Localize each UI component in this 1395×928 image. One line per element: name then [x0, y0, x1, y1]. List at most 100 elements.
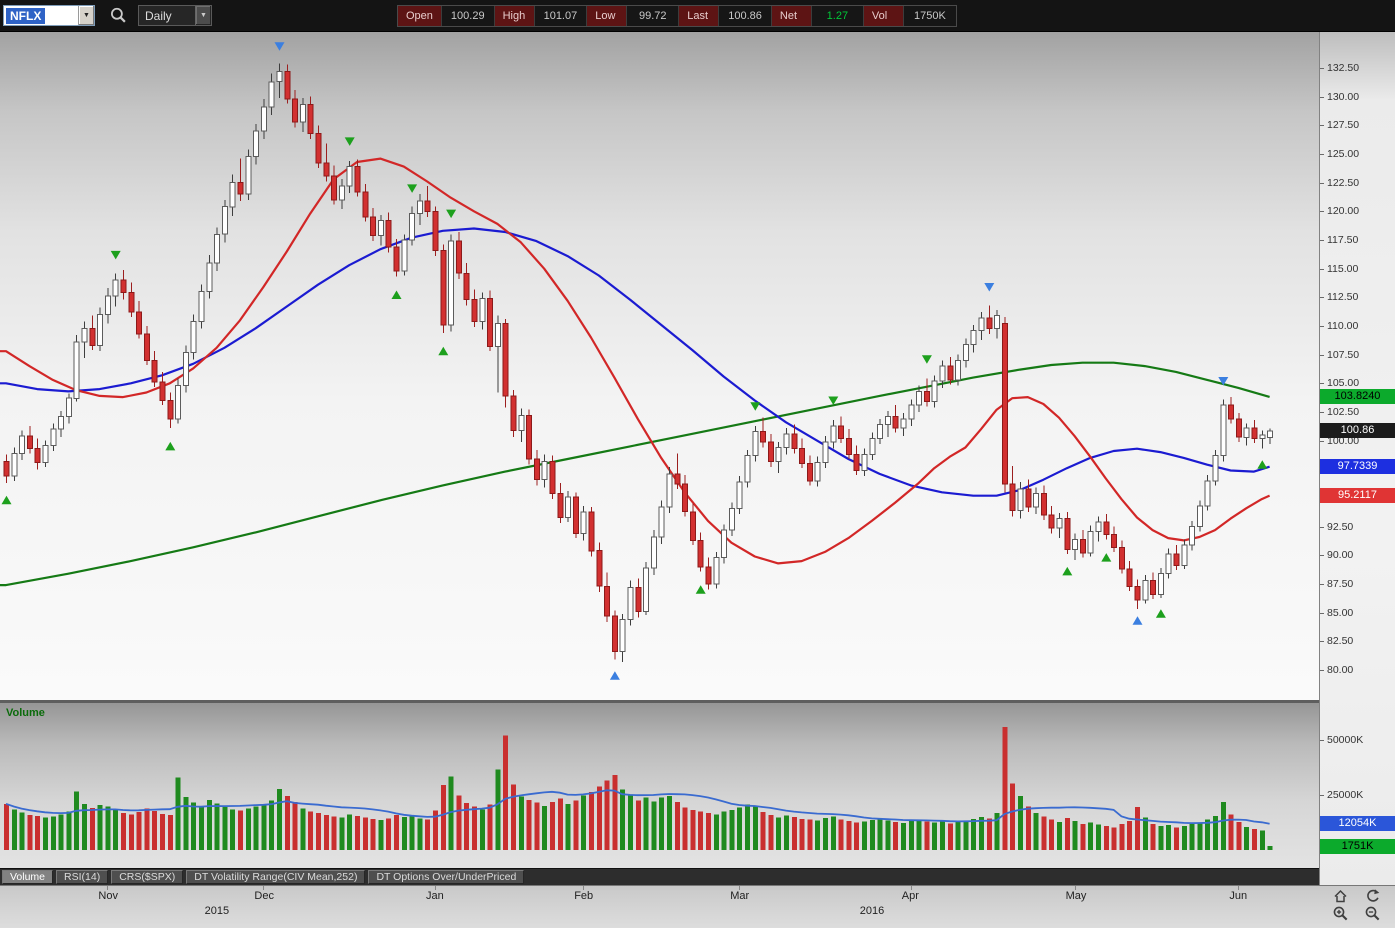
- candle-up: [744, 455, 751, 483]
- volume-bar: [947, 823, 953, 850]
- tab-dt-options-over-underpriced[interactable]: DT Options Over/UnderPriced: [368, 870, 525, 884]
- period-select[interactable]: Daily ▼: [138, 5, 212, 26]
- time-axis-month-label: Jan: [426, 890, 444, 902]
- tab-volume[interactable]: Volume: [2, 870, 54, 884]
- candle-up: [1189, 526, 1196, 546]
- volume-bar: [596, 786, 602, 850]
- volume-bar: [183, 797, 189, 850]
- volume-panel[interactable]: Volume: [0, 703, 1319, 868]
- price-tick: [1320, 354, 1324, 356]
- volume-bar: [721, 811, 727, 850]
- volume-bar: [1181, 826, 1187, 850]
- candle-down: [596, 550, 603, 587]
- candle-up: [713, 557, 720, 585]
- tab-rsi-14[interactable]: RSI(14): [56, 870, 109, 884]
- price-axis-label: 130.00: [1327, 90, 1360, 103]
- volume-bar: [971, 818, 977, 850]
- candle-down: [1118, 546, 1125, 570]
- quote-value-vol: 1750K: [903, 6, 956, 26]
- candle-down: [167, 400, 174, 420]
- candle-down: [1134, 585, 1141, 601]
- candle-down: [838, 425, 845, 439]
- signal-green-down-icon: [446, 209, 457, 219]
- volume-bar: [1057, 821, 1062, 850]
- volume-bar: [1119, 824, 1125, 850]
- candle-down: [1025, 488, 1032, 508]
- volume-bar: [1096, 824, 1101, 850]
- price-axis-label: 110.00: [1327, 320, 1359, 332]
- price-axis: 132.50 130.00 127.50 125.00 122.50 120.00 117.…: [1319, 32, 1395, 885]
- volume-bar: [908, 821, 914, 850]
- volume-bar: [277, 788, 282, 850]
- quote-strip: Open 100.29 High 101.07 Low 99.72 Last 100.86 Ne…: [397, 5, 957, 27]
- candle-up: [877, 424, 884, 439]
- home-button[interactable]: [1330, 888, 1350, 905]
- candle-up: [401, 239, 408, 272]
- candle-up: [253, 130, 260, 157]
- candle-down: [1228, 404, 1235, 420]
- volume-bar: [869, 820, 875, 850]
- candle-down: [284, 70, 291, 100]
- candle-up: [73, 341, 80, 399]
- candle-down: [674, 473, 681, 485]
- zoom-out-button[interactable]: [1362, 905, 1382, 922]
- search-button[interactable]: [106, 5, 130, 27]
- volume-panel-label: Volume: [6, 707, 45, 719]
- candle-down: [611, 615, 618, 653]
- month-tick: [1074, 886, 1076, 890]
- main-chart-panel[interactable]: [0, 32, 1319, 700]
- volume-bar: [1064, 817, 1070, 850]
- volume-bar: [355, 816, 360, 850]
- candle-up: [190, 320, 197, 353]
- candle-down: [533, 458, 540, 481]
- volume-bar: [206, 799, 212, 850]
- time-axis-month-label: Apr: [901, 890, 919, 902]
- candle-down: [1009, 483, 1016, 512]
- time-axis-month-label: Feb: [574, 890, 594, 902]
- volume-bar: [316, 813, 321, 850]
- candle-up: [1157, 573, 1164, 595]
- candle-up: [736, 481, 743, 509]
- candle-up: [822, 441, 829, 463]
- last-price-badge: 100.86: [1320, 423, 1395, 439]
- candle-up: [643, 567, 650, 613]
- candle-up: [1259, 434, 1266, 439]
- price-tick: [1320, 383, 1324, 385]
- price-axis-label: 122.50: [1327, 176, 1360, 189]
- candle-down: [89, 327, 96, 346]
- candle-down: [923, 390, 930, 403]
- candlestick-chart: [0, 42, 1274, 680]
- quote-value-net: 1.27: [811, 6, 864, 26]
- volume-bar: [854, 822, 860, 850]
- symbol-input[interactable]: NFLX ▼: [3, 5, 95, 26]
- period-dropdown-button[interactable]: ▼: [195, 6, 211, 25]
- zoom-in-button[interactable]: [1330, 905, 1350, 922]
- candle-down: [635, 586, 642, 613]
- volume-bar: [565, 804, 571, 850]
- tab-crs-spx[interactable]: CRS($SPX): [111, 870, 184, 884]
- candle-down: [689, 511, 696, 541]
- signal-green-up-icon: [1062, 566, 1073, 576]
- volume-bar: [628, 795, 633, 850]
- candle-up: [666, 473, 673, 508]
- reset-view-button[interactable]: [1362, 888, 1382, 905]
- volume-bar: [877, 819, 883, 850]
- volume-bar: [495, 769, 501, 850]
- price-axis-label: 132.50: [1327, 62, 1360, 74]
- symbol-dropdown-button[interactable]: ▼: [78, 6, 94, 25]
- candle-up: [206, 262, 213, 293]
- price-tick: [1320, 641, 1324, 643]
- toolbar: NFLX ▼ Daily ▼ Open 100.29 High 101.07 Low 99…: [0, 0, 1395, 32]
- candle-up: [830, 425, 837, 443]
- signal-green-down-icon: [750, 402, 761, 411]
- ma-slow-line: [0, 361, 1270, 587]
- panel-divider[interactable]: [0, 700, 1319, 703]
- volume-bar: [409, 815, 415, 850]
- volume-bar: [128, 814, 134, 850]
- volume-bar: [401, 817, 407, 850]
- signal-green-down-icon: [407, 184, 418, 193]
- signal-green-up-icon: [438, 346, 449, 356]
- volume-bar: [261, 804, 267, 850]
- tab-dt-volatility-range-civ-mean-252[interactable]: DT Volatility Range(CIV Mean,252): [186, 870, 366, 884]
- candle-up: [783, 433, 790, 449]
